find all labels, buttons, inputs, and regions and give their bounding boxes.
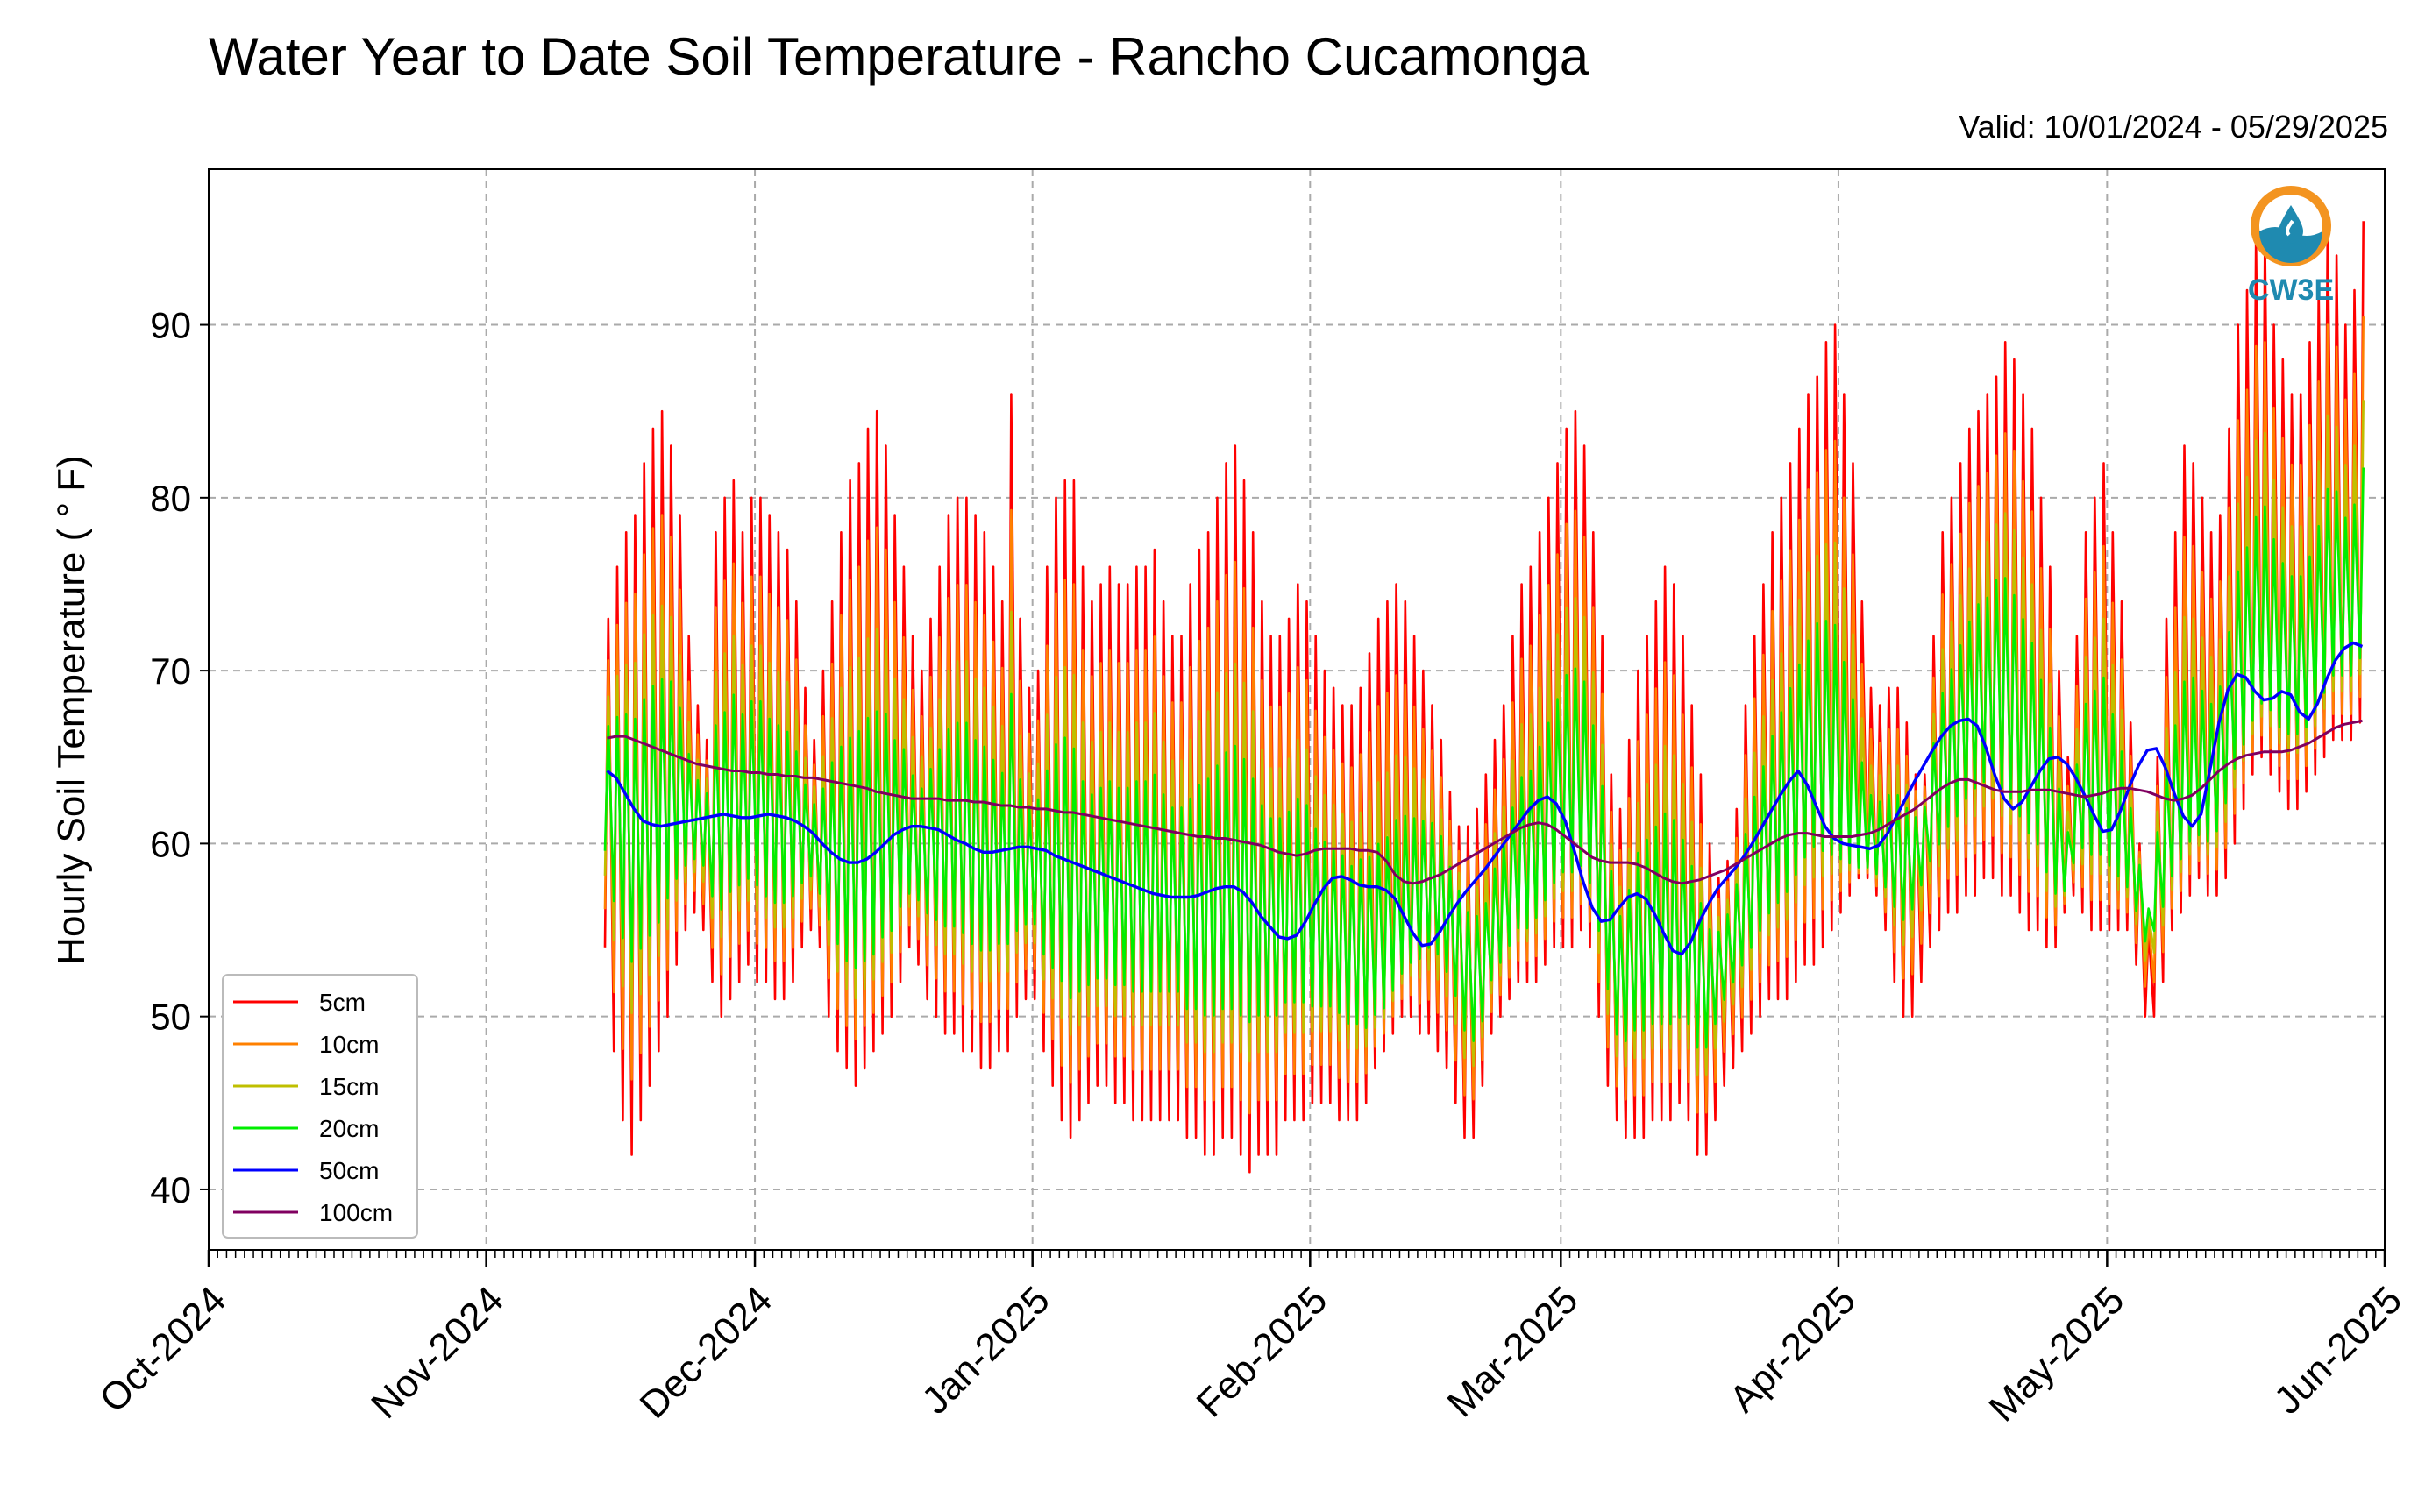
x-tick-label: Oct-2024: [91, 1278, 234, 1421]
valid-date-range: Valid: 10/01/2024 - 05/29/2025: [1959, 109, 2388, 145]
y-tick-label: 60: [150, 823, 191, 864]
legend-label-20cm: 20cm: [319, 1115, 379, 1142]
x-tick-label: May-2025: [1981, 1278, 2132, 1430]
legend-box: [222, 974, 418, 1239]
series-lines: [603, 219, 2365, 1174]
chart-title: Water Year to Date Soil Temperature - Ra…: [209, 27, 1589, 86]
x-tick-label: Mar-2025: [1440, 1278, 1587, 1425]
y-axis-label: Hourly Soil Temperature ( ° F): [50, 455, 93, 965]
plot-frame: [208, 168, 2386, 1251]
legend-label-100cm: 100cm: [319, 1199, 393, 1226]
y-tick-label: 50: [150, 997, 191, 1038]
x-tick-label: Dec-2024: [632, 1278, 781, 1427]
cw3e-logo: CW3E: [2248, 186, 2334, 307]
legend-label-5cm: 5cm: [319, 989, 366, 1016]
y-tick-label: 40: [150, 1169, 191, 1210]
x-tick-label: Feb-2025: [1189, 1278, 1336, 1425]
y-tick-label: 80: [150, 478, 191, 519]
legend-label-10cm: 10cm: [319, 1031, 379, 1058]
x-tick-label: Nov-2024: [363, 1278, 512, 1427]
legend-label-50cm: 50cm: [319, 1157, 379, 1184]
legend: 5cm 10cm 15cm 20cm 50cm 100cm: [222, 974, 418, 1239]
series-line-50cm: [606, 641, 2364, 956]
y-tick-label: 90: [150, 305, 191, 346]
logo-text: CW3E: [2248, 273, 2334, 307]
legend-label-15cm: 15cm: [319, 1073, 379, 1100]
series-line-100cm: [607, 719, 2363, 885]
y-tick-label: 70: [150, 650, 191, 692]
x-tick-label: Jun-2025: [2266, 1278, 2410, 1422]
series-line-20cm: [603, 467, 2365, 1049]
x-tick-label: Apr-2025: [1721, 1278, 1864, 1421]
x-tick-label: Jan-2025: [914, 1278, 1057, 1422]
